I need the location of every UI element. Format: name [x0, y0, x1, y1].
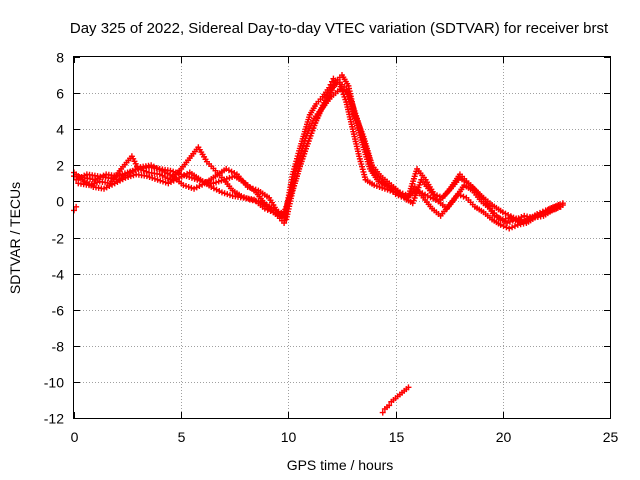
data-point — [549, 204, 556, 211]
data-point — [395, 192, 402, 199]
x-tick-label: 25 — [603, 429, 619, 445]
data-point — [378, 179, 385, 186]
data-series — [71, 72, 566, 416]
data-point — [336, 86, 343, 93]
plot-frame — [73, 56, 611, 419]
data-point — [515, 215, 522, 222]
y-tick-label: -10 — [44, 375, 64, 391]
series-track-4 — [73, 79, 562, 227]
data-point — [500, 223, 507, 230]
data-point — [512, 216, 519, 223]
data-point — [381, 180, 388, 187]
data-point — [555, 202, 562, 209]
x-tick-label: 20 — [496, 429, 512, 445]
y-axis-label: SDTVAR / TECUs — [7, 182, 23, 294]
data-point — [267, 208, 274, 215]
data-point — [386, 402, 393, 409]
x-axis-label: GPS time / hours — [287, 457, 394, 473]
data-point — [261, 205, 268, 212]
y-tick-label: -6 — [52, 303, 65, 319]
data-point — [379, 409, 386, 416]
data-point — [506, 225, 513, 232]
data-point — [535, 212, 542, 219]
chart-title: Day 325 of 2022, Sidereal Day-to-day VTE… — [70, 20, 609, 37]
data-point — [333, 81, 340, 88]
y-tick-label: -8 — [52, 339, 65, 355]
data-point — [511, 223, 518, 230]
data-point — [405, 384, 412, 391]
data-point — [552, 203, 559, 210]
data-point — [398, 193, 405, 200]
data-point — [73, 203, 80, 210]
data-point — [503, 224, 510, 231]
data-point — [460, 193, 467, 200]
y-tick-label: -12 — [44, 411, 64, 427]
data-point — [506, 218, 513, 225]
data-point — [559, 200, 566, 207]
data-point — [518, 214, 525, 221]
x-tick-label: 10 — [281, 429, 297, 445]
series-isolated-low — [71, 203, 80, 214]
data-point — [392, 191, 399, 198]
y-tick-label: 8 — [56, 50, 64, 66]
y-tick-label: 2 — [56, 158, 64, 174]
series-track-1 — [71, 75, 566, 227]
data-point — [546, 205, 553, 212]
data-point — [280, 211, 287, 218]
y-tick-label: 4 — [56, 122, 64, 138]
data-point — [532, 213, 539, 220]
series-outlier-segment — [379, 384, 412, 416]
y-tick-label: 6 — [56, 86, 64, 102]
data-point — [504, 220, 511, 227]
data-point — [529, 214, 536, 221]
y-tick-label: 0 — [56, 194, 64, 210]
x-tick-label: 0 — [71, 429, 79, 445]
data-point — [264, 206, 271, 213]
data-point — [509, 217, 516, 224]
y-tick-label: -4 — [52, 267, 65, 283]
x-tick-label: 15 — [389, 429, 405, 445]
data-point — [497, 221, 504, 228]
x-tick-label: 5 — [178, 429, 186, 445]
y-tick-label: -2 — [52, 231, 65, 247]
data-point — [261, 200, 268, 207]
data-point — [339, 87, 346, 94]
data-point — [375, 178, 382, 185]
axis-ticks: 0 5 10 15 20 25 -12 -10 -8 -6 -4 -2 0 2 4 6 8 — [44, 50, 619, 446]
data-point — [509, 224, 516, 231]
data-point — [330, 82, 337, 89]
grid-lines — [74, 57, 610, 418]
